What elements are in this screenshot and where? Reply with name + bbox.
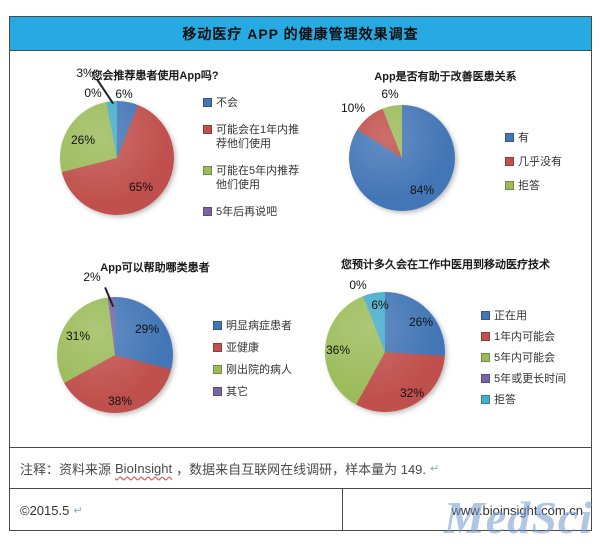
- legend-swatch-icon: [481, 395, 490, 404]
- pie: [349, 105, 455, 211]
- legend-label: 有: [518, 132, 529, 144]
- slice-value-label: 84%: [409, 183, 435, 197]
- legend-label: 拒答: [518, 180, 540, 192]
- legend-swatch-icon: [213, 343, 222, 352]
- footer-row: ©2015.5 ↵ www.bioinsight.com.cn: [10, 488, 591, 531]
- legend-item: 1年内可能会: [481, 330, 589, 344]
- legend-swatch-icon: [505, 133, 514, 142]
- note-suffix: ，数据来自互联网在线调研，样本量为 149.: [176, 461, 427, 477]
- slice-value-label: 29%: [134, 322, 160, 336]
- chart-title: App可以帮助哪类患者: [100, 262, 210, 274]
- legend-item: 拒答: [481, 393, 589, 407]
- legend-item: 有: [505, 131, 590, 145]
- legend-item: 其它: [213, 385, 305, 399]
- legend-swatch-icon: [505, 181, 514, 190]
- chart-title: 您预计多久会在工作中医用到移动医疗技术: [341, 259, 550, 271]
- slice-value-label: 6%: [115, 87, 133, 101]
- legend-swatch-icon: [481, 311, 490, 320]
- chart-adoption-timeline: 您预计多久会在工作中医用到移动医疗技术 正在用 1年内可能会 5年内可能会 5年或更长…: [300, 249, 591, 447]
- pie: [57, 297, 173, 413]
- chart-legend: 不会可能会在1年内推荐他们使用 可能在5年内推荐他们使用 5年后再说吧: [203, 96, 302, 219]
- legend-item: 拒答: [505, 179, 590, 193]
- slice-value-label: 2%: [83, 270, 101, 284]
- slice-value-label: 26%: [70, 133, 96, 147]
- copyright-text: ©2015.5: [20, 502, 70, 518]
- legend-label: 可能会在1年内推荐他们使用: [216, 124, 300, 150]
- slice-value-label: 32%: [399, 386, 425, 400]
- legend-item: 可能会在1年内推荐他们使用: [203, 123, 302, 151]
- legend-swatch-icon: [481, 374, 490, 383]
- chart-title: App是否有助于改善医患关系: [374, 71, 517, 83]
- legend-label: 几乎没有: [518, 156, 562, 168]
- pie: [325, 292, 445, 412]
- paragraph-return-icon: ↵: [73, 504, 83, 517]
- legend-swatch-icon: [481, 353, 490, 362]
- legend-item: 刚出院的病人: [213, 363, 305, 377]
- legend-label: 可能在5年内推荐他们使用: [216, 165, 300, 191]
- legend-swatch-icon: [505, 157, 514, 166]
- legend-item: 5年后再说吧: [203, 205, 302, 219]
- legend-label: 5年或更长时间: [494, 373, 567, 385]
- pie: [60, 101, 174, 215]
- report-frame: 移动医疗 APP 的健康管理效果调查 您会推荐患者使用App吗? 不会可能会在1…: [9, 16, 592, 543]
- legend-swatch-icon: [203, 166, 212, 175]
- legend-swatch-icon: [213, 365, 222, 374]
- chart-grid: 您会推荐患者使用App吗? 不会可能会在1年内推荐他们使用 可能在5年内推荐他们使…: [10, 51, 591, 447]
- slice-value-label: 36%: [325, 343, 351, 357]
- chart-doctor-patient-relation: App是否有助于改善医患关系 有几乎没有拒答 84% 10% 6%: [300, 51, 591, 249]
- legend-swatch-icon: [203, 125, 212, 134]
- chart-legend: 明显病症患者 亚健康刚出院的病人 其它: [213, 319, 305, 399]
- slice-value-label: 31%: [65, 329, 91, 343]
- legend-swatch-icon: [213, 321, 222, 330]
- chart-title: 您会推荐患者使用App吗?: [91, 70, 219, 82]
- legend-label: 明显病症患者: [226, 320, 292, 332]
- paragraph-return-icon: ↵: [430, 462, 440, 475]
- legend-label: 其它: [226, 386, 248, 398]
- page-title: 移动医疗 APP 的健康管理效果调查: [182, 25, 419, 42]
- legend-item: 5年内可能会: [481, 351, 589, 365]
- legend-label: 亚健康: [226, 342, 259, 354]
- legend-item: 可能在5年内推荐他们使用: [203, 164, 302, 192]
- legend-label: 1年内可能会: [494, 331, 556, 343]
- note-source: BioInsight: [115, 460, 173, 476]
- slice-value-label: 0%: [84, 86, 102, 100]
- slice-value-label: 6%: [381, 87, 399, 101]
- legend-swatch-icon: [213, 387, 222, 396]
- report-title-bar: 移动医疗 APP 的健康管理效果调查: [10, 17, 591, 51]
- legend-label: 拒答: [494, 394, 516, 406]
- legend-swatch-icon: [481, 332, 490, 341]
- legend-item: 不会: [203, 96, 302, 110]
- slice-value-label: 6%: [371, 298, 389, 312]
- slice-value-label: 26%: [408, 315, 434, 329]
- legend-swatch-icon: [203, 98, 212, 107]
- footer-copyright-cell: ©2015.5 ↵: [10, 489, 343, 531]
- slice-value-label: 65%: [128, 180, 154, 194]
- slice-value-label: 38%: [107, 394, 133, 408]
- legend-swatch-icon: [203, 207, 212, 216]
- slice-value-label: 3%: [76, 66, 94, 80]
- chart-recommend-app: 您会推荐患者使用App吗? 不会可能会在1年内推荐他们使用 可能在5年内推荐他们使…: [10, 51, 300, 249]
- legend-item: 正在用: [481, 309, 589, 323]
- note-prefix: 注释：资料来源: [20, 461, 112, 477]
- chart-legend: 正在用 1年内可能会 5年内可能会 5年或更长时间 拒答: [481, 309, 589, 407]
- footer-website-cell: www.bioinsight.com.cn: [343, 489, 591, 531]
- legend-item: 5年或更长时间: [481, 372, 589, 386]
- chart-legend: 有几乎没有 拒答: [505, 131, 590, 193]
- legend-label: 5年后再说吧: [216, 206, 278, 218]
- website-text: www.bioinsight.com.cn: [451, 502, 584, 518]
- slice-value-label: 0%: [349, 278, 367, 292]
- legend-item: 亚健康: [213, 341, 305, 355]
- chart-patient-types: App可以帮助哪类患者 明显病症患者 亚健康刚出院的病人 其它 29% 38% 31% 2…: [10, 249, 300, 447]
- legend-label: 刚出院的病人: [226, 364, 292, 376]
- slice-value-label: 10%: [340, 101, 366, 115]
- legend-label: 5年内可能会: [494, 352, 556, 364]
- note-row: 注释：资料来源 BioInsight ，数据来自互联网在线调研，样本量为 149…: [10, 447, 591, 488]
- legend-item: 几乎没有: [505, 155, 590, 169]
- legend-label: 正在用: [494, 310, 527, 322]
- legend-item: 明显病症患者: [213, 319, 305, 333]
- legend-label: 不会: [216, 97, 238, 109]
